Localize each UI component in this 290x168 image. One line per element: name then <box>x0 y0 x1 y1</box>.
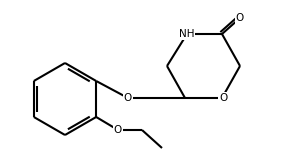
Text: NH: NH <box>179 29 195 39</box>
Text: O: O <box>219 93 227 103</box>
Text: O: O <box>236 13 244 23</box>
Text: O: O <box>124 93 132 103</box>
Text: O: O <box>114 125 122 135</box>
